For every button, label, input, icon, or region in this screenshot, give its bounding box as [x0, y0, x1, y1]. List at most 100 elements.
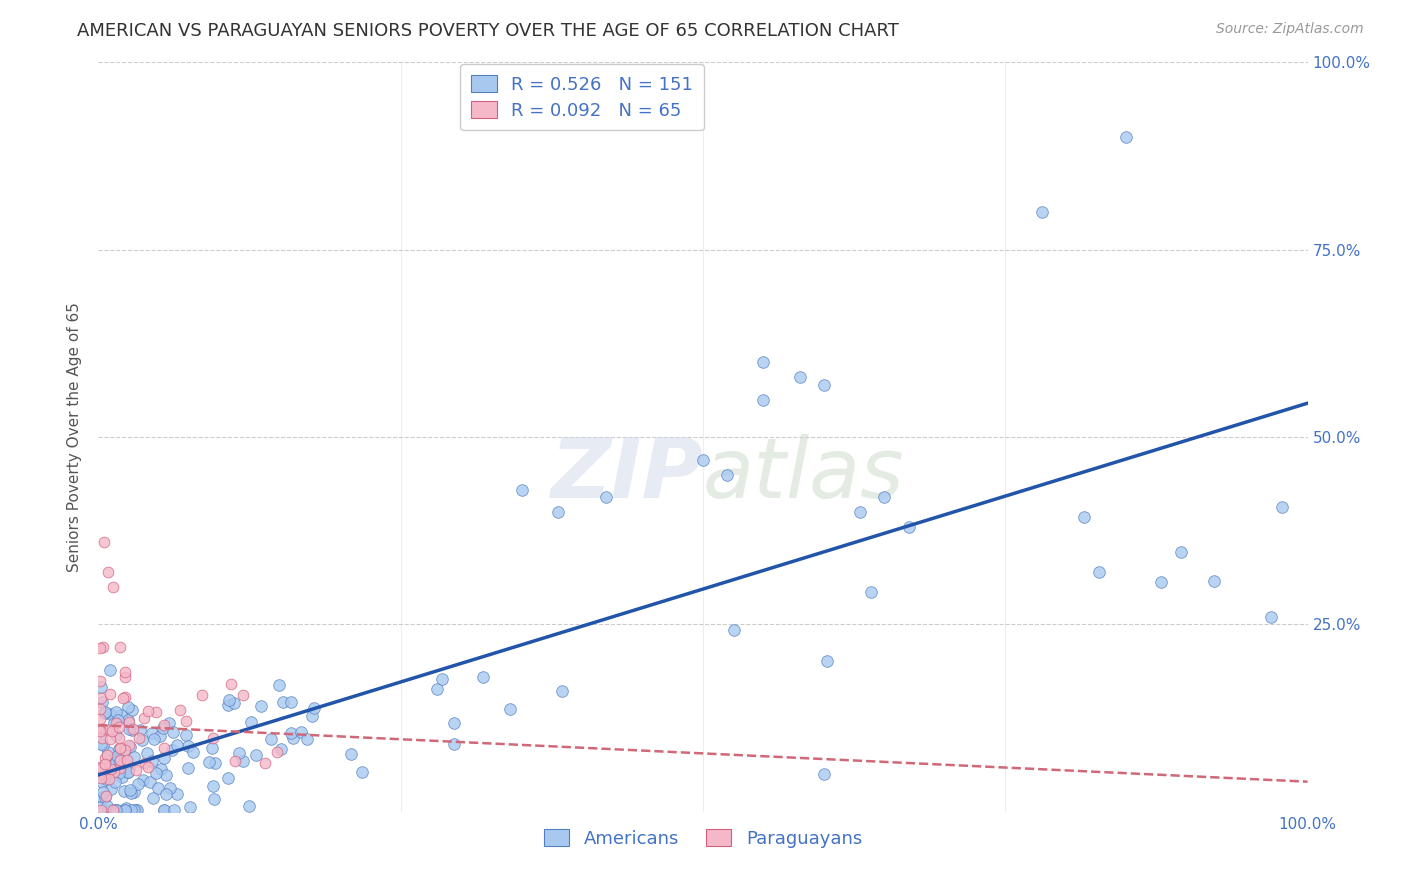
Point — [127, 777, 149, 791]
Point — [897, 520, 920, 534]
Point — [224, 696, 246, 710]
Point — [280, 695, 302, 709]
Point — [93, 535, 115, 549]
Point — [110, 757, 132, 772]
Point — [117, 713, 139, 727]
Point — [94, 706, 117, 720]
Point — [198, 755, 221, 769]
Point — [105, 755, 128, 769]
Point — [217, 698, 239, 713]
Point — [101, 580, 124, 594]
Point — [108, 720, 131, 734]
Point — [90, 803, 112, 817]
Point — [94, 706, 117, 720]
Point — [159, 781, 181, 796]
Point — [295, 731, 318, 746]
Point — [128, 723, 150, 738]
Point — [166, 738, 188, 752]
Point — [100, 731, 122, 746]
Point — [107, 714, 129, 728]
Point — [120, 786, 142, 800]
Point — [118, 738, 141, 752]
Point — [121, 723, 143, 737]
Point — [90, 724, 112, 739]
Point — [104, 774, 127, 789]
Point — [97, 772, 120, 787]
Point — [471, 670, 494, 684]
Point — [152, 718, 174, 732]
Point — [110, 770, 132, 784]
Point — [859, 585, 882, 599]
Point — [125, 764, 148, 778]
Point — [142, 791, 165, 805]
Point — [443, 715, 465, 730]
Point — [110, 759, 132, 773]
Point — [201, 780, 224, 794]
Point — [121, 703, 143, 717]
Point — [339, 747, 361, 761]
Point — [499, 702, 522, 716]
Point — [110, 741, 132, 756]
Point — [1204, 574, 1226, 589]
Point — [90, 680, 112, 694]
Point — [219, 677, 242, 691]
Point — [103, 803, 125, 817]
Point — [723, 623, 745, 637]
Point — [105, 728, 128, 742]
Point — [290, 725, 312, 739]
Y-axis label: Seniors Poverty Over the Age of 65: Seniors Poverty Over the Age of 65 — [67, 302, 83, 572]
Point — [117, 764, 139, 779]
Point — [108, 742, 131, 756]
Point — [1271, 500, 1294, 514]
Point — [157, 716, 180, 731]
Point — [162, 803, 184, 817]
Point — [218, 693, 240, 707]
Point — [304, 700, 326, 714]
Point — [179, 799, 201, 814]
Point — [301, 709, 323, 723]
Point — [108, 640, 131, 654]
Point — [100, 762, 122, 776]
Point — [121, 723, 143, 738]
Point — [160, 743, 183, 757]
Point — [692, 452, 714, 467]
Point — [110, 755, 132, 769]
Point — [134, 756, 156, 771]
Point — [228, 746, 250, 760]
Text: AMERICAN VS PARAGUAYAN SENIORS POVERTY OVER THE AGE OF 65 CORRELATION CHART: AMERICAN VS PARAGUAYAN SENIORS POVERTY O… — [77, 22, 900, 40]
Point — [132, 711, 155, 725]
Point — [96, 747, 118, 762]
Point — [271, 695, 294, 709]
Point — [352, 764, 374, 779]
Point — [103, 753, 125, 767]
Point — [716, 467, 738, 482]
Point — [873, 490, 896, 504]
Point — [162, 724, 184, 739]
Point — [94, 789, 117, 804]
Text: Source: ZipAtlas.com: Source: ZipAtlas.com — [1216, 22, 1364, 37]
Point — [115, 801, 138, 815]
Point — [145, 765, 167, 780]
Point — [91, 731, 114, 746]
Point — [128, 731, 150, 746]
Point — [232, 754, 254, 768]
Point — [789, 370, 811, 384]
Point — [432, 672, 454, 686]
Point — [118, 722, 141, 736]
Point — [112, 690, 135, 705]
Point — [112, 756, 135, 770]
Point — [110, 707, 132, 722]
Point — [91, 738, 114, 752]
Point — [114, 665, 136, 679]
Point — [510, 483, 533, 497]
Point — [249, 699, 271, 714]
Point — [547, 505, 569, 519]
Point — [94, 772, 117, 787]
Point — [108, 731, 131, 745]
Point — [143, 731, 166, 746]
Point — [90, 799, 112, 814]
Point — [105, 803, 128, 817]
Point — [813, 767, 835, 781]
Point — [166, 787, 188, 801]
Point — [100, 782, 122, 797]
